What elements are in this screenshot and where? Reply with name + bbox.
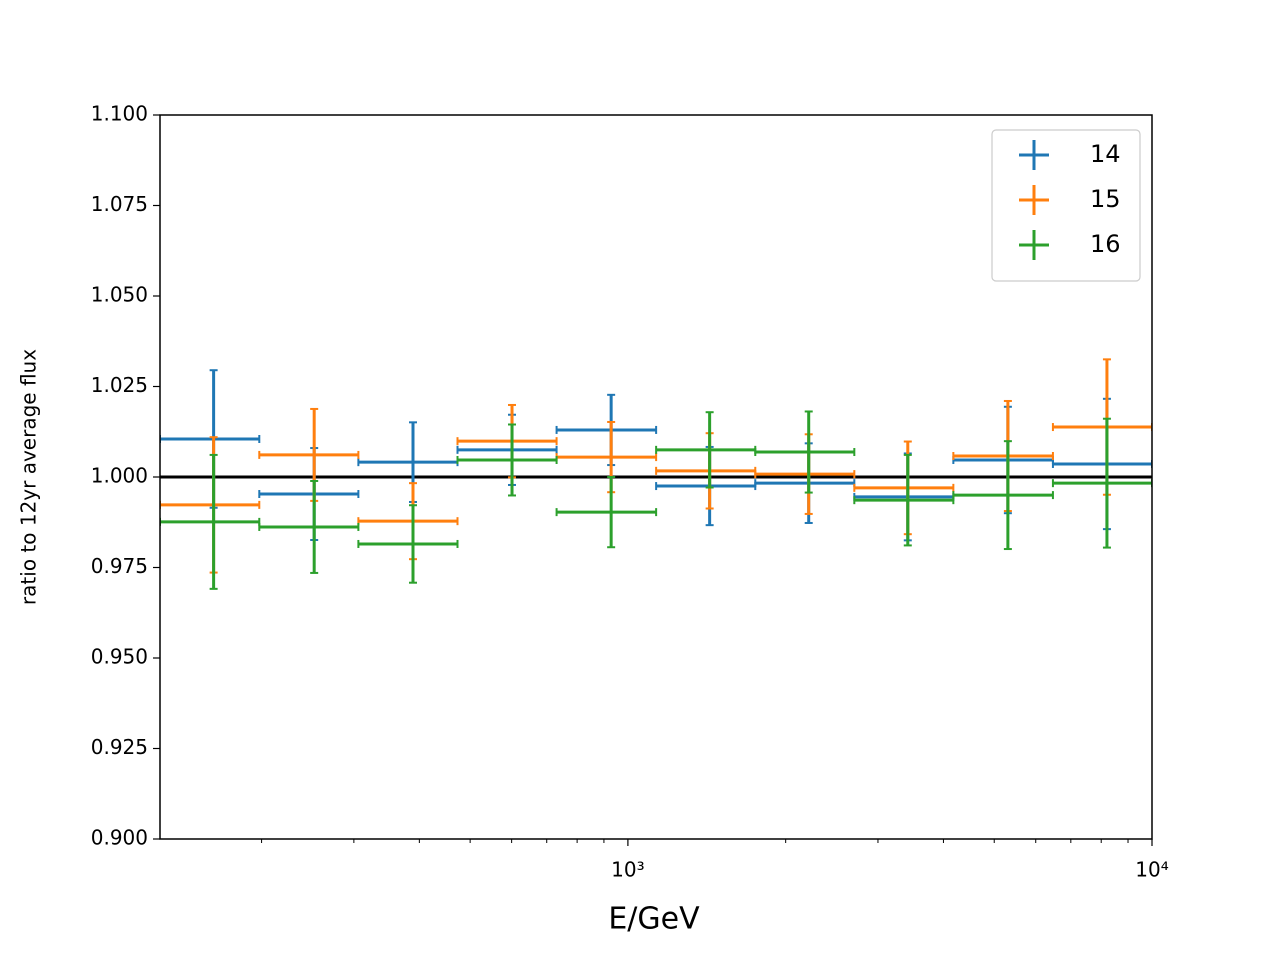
error-point xyxy=(258,479,360,574)
error-point xyxy=(655,411,757,489)
legend-label: 16 xyxy=(1090,230,1121,258)
legend-box xyxy=(991,129,1141,282)
error-point xyxy=(456,423,558,497)
y-axis-label: ratio to 12yr average flux xyxy=(17,349,41,605)
error-point xyxy=(357,504,459,584)
error-point xyxy=(952,440,1054,551)
error-point xyxy=(754,410,856,494)
y-tick-label: 1.000 xyxy=(91,464,148,488)
error-point xyxy=(1051,417,1152,549)
x-axis-label: E/GeV xyxy=(608,902,700,937)
y-tick-label: 0.975 xyxy=(91,554,148,578)
plot-frame xyxy=(159,114,1153,840)
y-tick-label: 0.900 xyxy=(91,826,148,850)
x-tick-label: 10³ xyxy=(611,858,644,882)
error-point xyxy=(555,476,658,549)
y-tick-label: 1.075 xyxy=(91,192,148,216)
y-tick-label: 0.925 xyxy=(91,735,148,759)
y-tick-label: 1.100 xyxy=(91,102,148,126)
y-tick-label: 1.050 xyxy=(91,283,148,307)
x-tick-label: 10⁴ xyxy=(1135,858,1168,882)
legend-label: 14 xyxy=(1090,140,1121,168)
y-tick-label: 1.025 xyxy=(91,373,148,397)
plot-area xyxy=(160,358,1152,590)
y-tick-label: 0.950 xyxy=(91,645,148,669)
legend-label: 15 xyxy=(1090,185,1121,213)
